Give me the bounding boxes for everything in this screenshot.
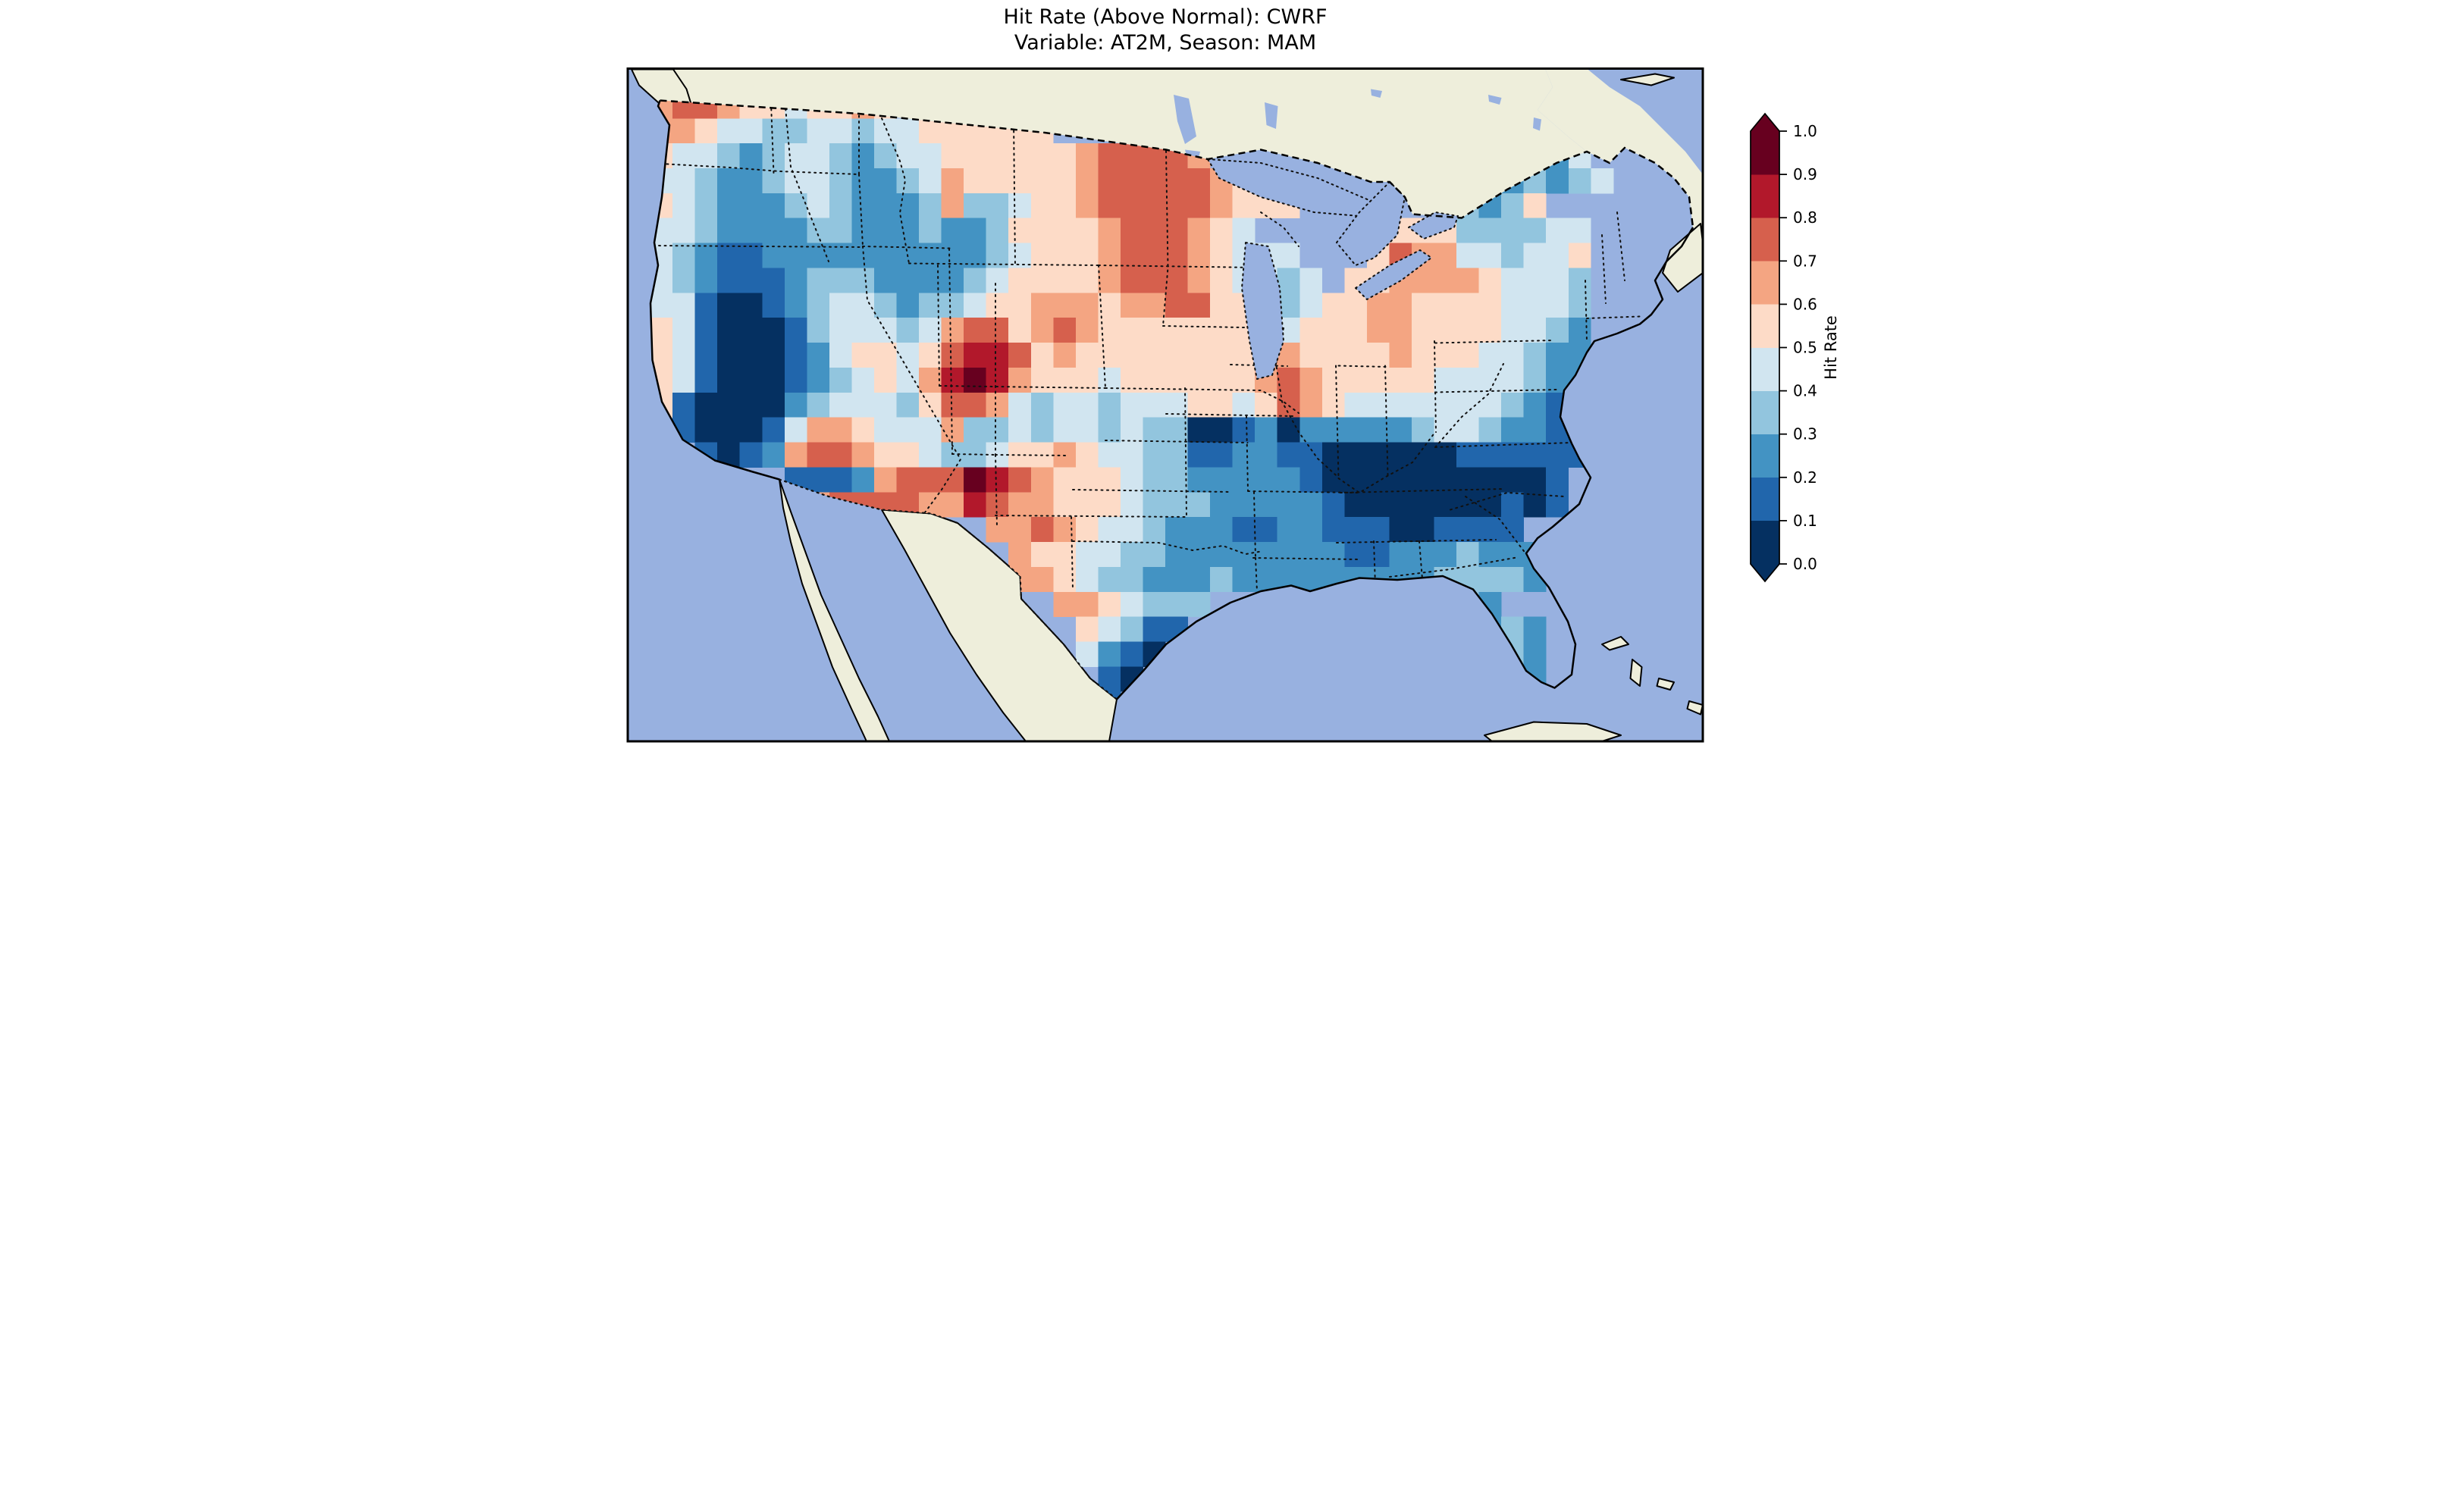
us-heatmap-map — [626, 67, 1704, 743]
figure-title-line2: Variable: AT2M, Season: MAM — [1014, 31, 1315, 55]
colorbar-tick-0.5: 0.5 — [1793, 339, 1817, 357]
colorbar: 0.0 0.1 0.2 0.3 0.4 0.5 0.6 0.7 0.8 0.9 1.0 — [1749, 112, 1817, 583]
colorbar-tick-0.4: 0.4 — [1793, 382, 1817, 400]
colorbar-tick-1.0: 1.0 — [1793, 122, 1817, 140]
colorbar-label: Hit Rate — [1822, 315, 1840, 380]
colorbar-tick-0.0: 0.0 — [1793, 555, 1817, 573]
colorbar-tick-0.2: 0.2 — [1793, 468, 1817, 487]
map-figure: Hit Rate (Above Normal): CWRF Variable: … — [616, 0, 1848, 747]
colorbar-tick-0.8: 0.8 — [1793, 208, 1817, 227]
figure: Hit Rate (Above Normal): CWRF Variable: … — [616, 0, 1848, 747]
colorbar-tick-0.3: 0.3 — [1793, 425, 1817, 443]
colorbar-tick-0.7: 0.7 — [1793, 252, 1817, 270]
colorbar-tick-0.1: 0.1 — [1793, 512, 1817, 530]
colorbar-tick-0.6: 0.6 — [1793, 295, 1817, 313]
figure-title-line1: Hit Rate (Above Normal): CWRF — [1003, 5, 1327, 29]
colorbar-tick-0.9: 0.9 — [1793, 165, 1817, 183]
